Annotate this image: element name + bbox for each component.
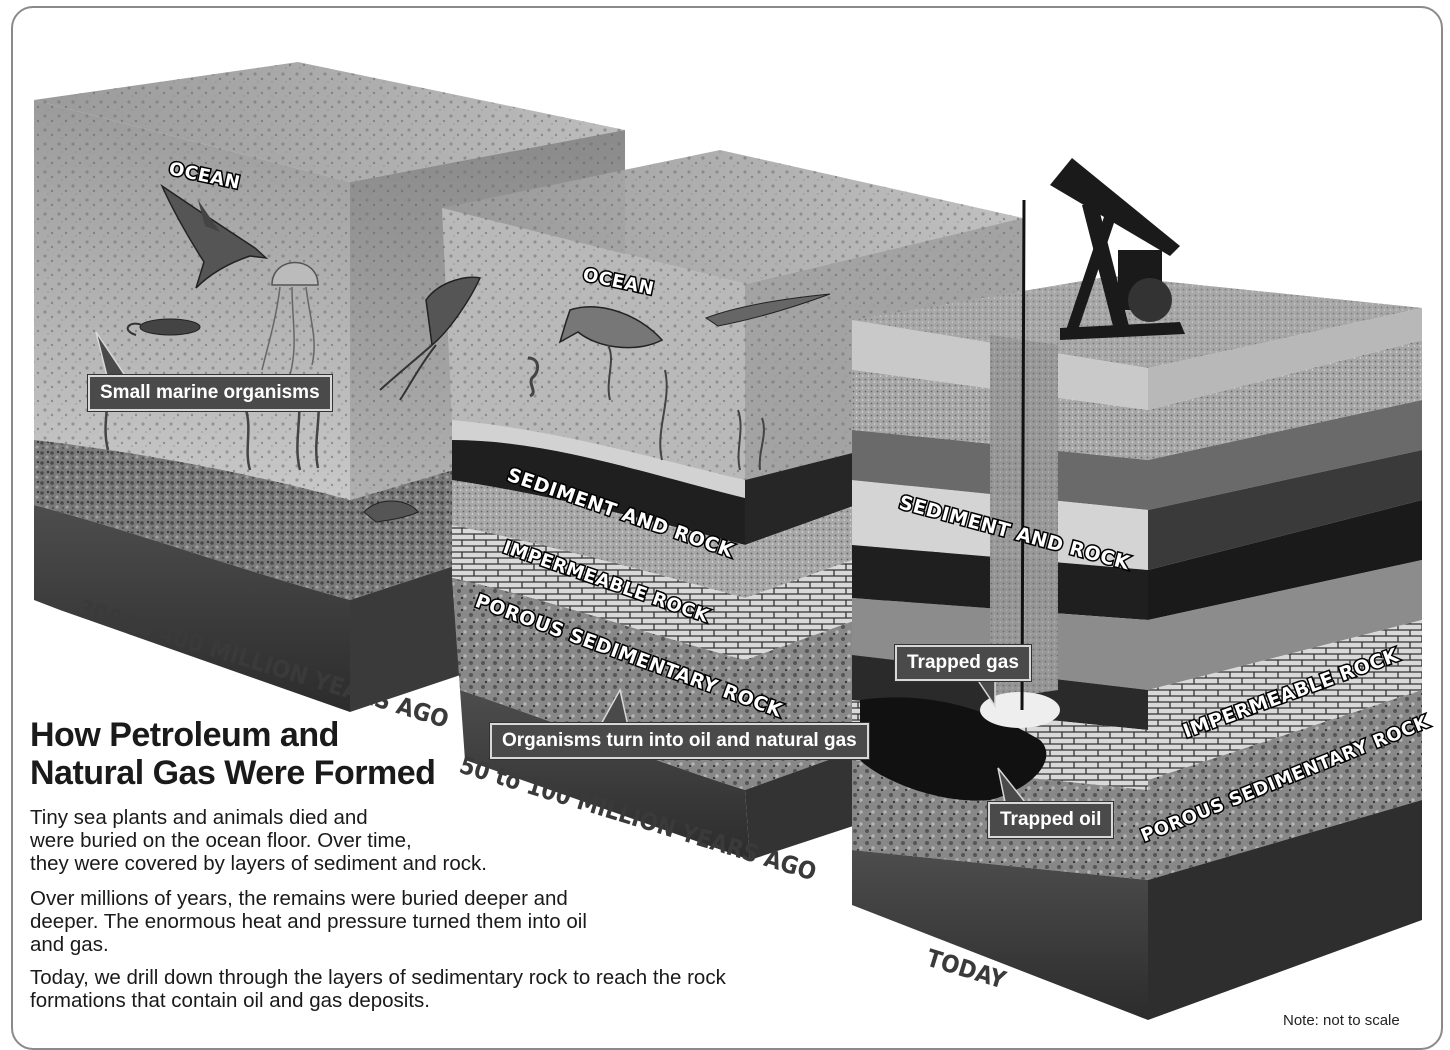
paragraph-2-line-3: and gas. bbox=[30, 933, 109, 956]
paragraph-3: Today, we drill down through the layers … bbox=[30, 966, 726, 1012]
callout-trapped-gas: Trapped gas bbox=[894, 644, 1032, 682]
paragraph-1-line-3: they were covered by layers of sediment … bbox=[30, 852, 487, 875]
shark-icon bbox=[160, 183, 269, 289]
title-line-1: How Petroleum and bbox=[30, 716, 339, 754]
paragraph-1-line-1: Tiny sea plants and animals died and bbox=[30, 806, 368, 829]
pumpjack-icon bbox=[1050, 158, 1185, 340]
callout-organisms-turn: Organisms turn into oil and natural gas bbox=[489, 722, 870, 760]
squid-icon bbox=[126, 318, 201, 336]
paragraph-2-line-1: Over millions of years, the remains were… bbox=[30, 887, 568, 910]
page-title: How Petroleum and Natural Gas Were Forme… bbox=[30, 716, 436, 792]
shrimp-icon bbox=[363, 500, 419, 523]
callout-small-marine-organisms: Small marine organisms bbox=[87, 374, 333, 412]
paragraph-3-line-2: formations that contain oil and gas depo… bbox=[30, 989, 430, 1012]
fish-icon bbox=[558, 306, 664, 349]
paragraph-2-line-2: deeper. The enormous heat and pressure t… bbox=[30, 910, 587, 933]
seahorse-icon bbox=[527, 356, 539, 398]
paragraph-3-line-1: Today, we drill down through the layers … bbox=[30, 966, 726, 989]
seaweed-icon-2 bbox=[607, 344, 765, 471]
block-today: SEDIMENT AND ROCK IMPERMEABLE ROCK POROU… bbox=[852, 158, 1434, 1020]
jellyfish-icon bbox=[261, 261, 319, 376]
title-line-2: Natural Gas Were Formed bbox=[30, 754, 436, 792]
paragraph-2: Over millions of years, the remains were… bbox=[30, 887, 587, 956]
paragraph-1: Tiny sea plants and animals died and wer… bbox=[30, 806, 487, 875]
paragraph-1-line-2: were buried on the ocean floor. Over tim… bbox=[30, 829, 412, 852]
squid-icon-2 bbox=[379, 276, 482, 401]
callout-trapped-oil: Trapped oil bbox=[986, 801, 1115, 839]
scale-note: Note: not to scale bbox=[1283, 1012, 1400, 1029]
gar-fish-icon bbox=[704, 293, 831, 327]
